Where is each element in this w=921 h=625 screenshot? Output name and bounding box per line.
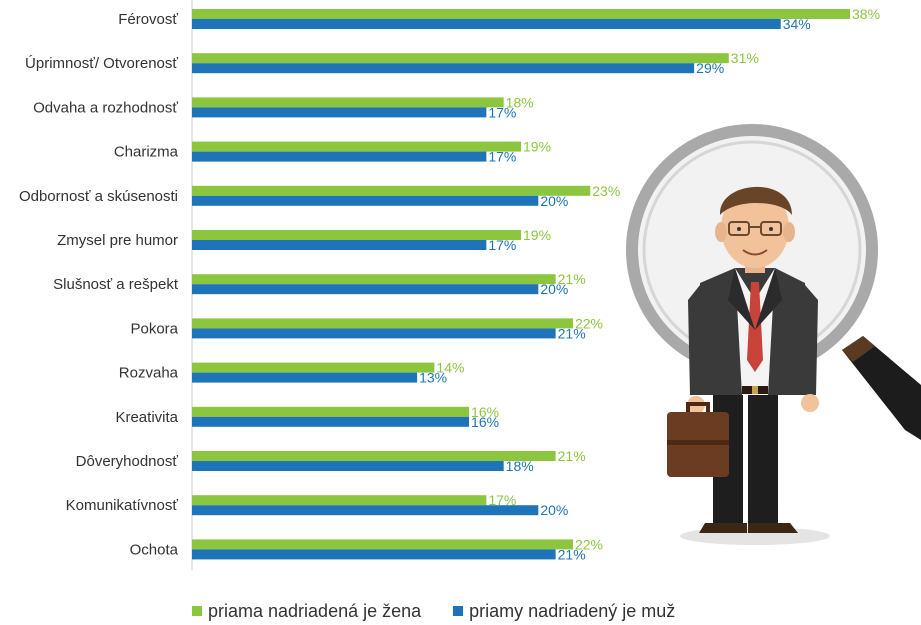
bar-women bbox=[192, 406, 470, 417]
value-label-women: 16% bbox=[471, 404, 499, 420]
category-label: Dôveryhodnosť bbox=[76, 453, 179, 470]
category-label: Odbornosť a skúsenosti bbox=[19, 188, 178, 205]
bar-women bbox=[192, 539, 573, 550]
legend-swatch-green bbox=[192, 606, 202, 616]
bar-women bbox=[192, 318, 573, 329]
value-label-men: 17% bbox=[488, 104, 516, 120]
category-label: Komunikatívnosť bbox=[66, 497, 179, 514]
bar-men bbox=[192, 19, 781, 29]
value-label-women: 31% bbox=[731, 50, 759, 66]
value-label-men: 34% bbox=[783, 16, 811, 32]
bar-women bbox=[192, 362, 435, 373]
legend-label-men: priamy nadriadený je muž bbox=[469, 600, 676, 621]
value-label-women: 19% bbox=[523, 139, 551, 155]
value-label-men: 20% bbox=[540, 193, 568, 209]
value-label-women: 21% bbox=[558, 448, 586, 464]
category-label: Férovosť bbox=[118, 11, 178, 28]
category-label: Úprimnosť/ Otvorenosť bbox=[25, 55, 178, 72]
legend-item-women: priama nadriadená je žena bbox=[192, 601, 421, 622]
bar-men bbox=[192, 151, 487, 162]
category-label: Charizma bbox=[114, 144, 179, 161]
value-label-women: 38% bbox=[852, 6, 880, 22]
bar-men bbox=[192, 328, 556, 339]
value-label-women: 23% bbox=[592, 183, 620, 199]
category-label: Kreativita bbox=[115, 409, 178, 426]
value-label-men: 17% bbox=[488, 149, 516, 165]
bar-women bbox=[192, 274, 556, 285]
bar-women bbox=[192, 9, 850, 19]
legend-swatch-blue bbox=[453, 606, 464, 616]
chart-legend: priama nadriadená je žena priamy nadriad… bbox=[192, 598, 707, 624]
category-label: Zmysel pre humor bbox=[57, 232, 178, 249]
bar-men bbox=[192, 416, 470, 427]
legend-label-women: priama nadriadená je žena bbox=[208, 600, 422, 621]
value-label-women: 18% bbox=[506, 94, 534, 110]
chart-marks: Férovosť 38% 34% Úprimnosť/ Otvorenosť 31% 29… bbox=[19, 6, 880, 562]
value-label-women: 19% bbox=[523, 227, 551, 243]
bar-women bbox=[192, 141, 521, 152]
value-label-women: 22% bbox=[575, 536, 603, 552]
value-label-women: 14% bbox=[436, 360, 464, 376]
value-label-men: 21% bbox=[558, 325, 586, 341]
category-label: Slušnosť a rešpekt bbox=[53, 276, 179, 293]
bar-women bbox=[192, 495, 487, 506]
value-label-men: 20% bbox=[540, 281, 568, 297]
value-label-women: 21% bbox=[558, 271, 586, 287]
value-label-men: 17% bbox=[488, 237, 516, 253]
legend-item-men: priamy nadriadený je muž bbox=[453, 601, 675, 622]
value-label-men: 20% bbox=[540, 502, 568, 518]
bar-men bbox=[192, 284, 539, 295]
bar-men bbox=[192, 549, 556, 560]
bar-men bbox=[192, 107, 487, 118]
category-label: Odvaha a rozhodnosť bbox=[33, 99, 178, 116]
value-label-women: 22% bbox=[575, 315, 603, 331]
value-label-men: 21% bbox=[558, 546, 586, 562]
value-label-men: 13% bbox=[419, 370, 447, 386]
bar-men bbox=[192, 505, 539, 516]
category-label: Ochota bbox=[130, 541, 179, 558]
bar-men bbox=[192, 461, 504, 471]
bar-women bbox=[192, 185, 591, 196]
bar-men bbox=[192, 240, 487, 250]
value-label-women: 17% bbox=[488, 492, 516, 508]
bar-women bbox=[192, 53, 729, 64]
bar-women bbox=[192, 451, 556, 461]
bar-men bbox=[192, 372, 418, 383]
value-label-men: 16% bbox=[471, 414, 499, 430]
bar-men bbox=[192, 63, 695, 74]
value-label-men: 18% bbox=[506, 458, 534, 474]
bar-women bbox=[192, 230, 521, 240]
category-label: Rozvaha bbox=[119, 365, 179, 382]
bar-women bbox=[192, 97, 504, 108]
category-label: Pokora bbox=[130, 320, 178, 337]
value-label-men: 29% bbox=[696, 60, 724, 76]
bar-men bbox=[192, 195, 539, 206]
